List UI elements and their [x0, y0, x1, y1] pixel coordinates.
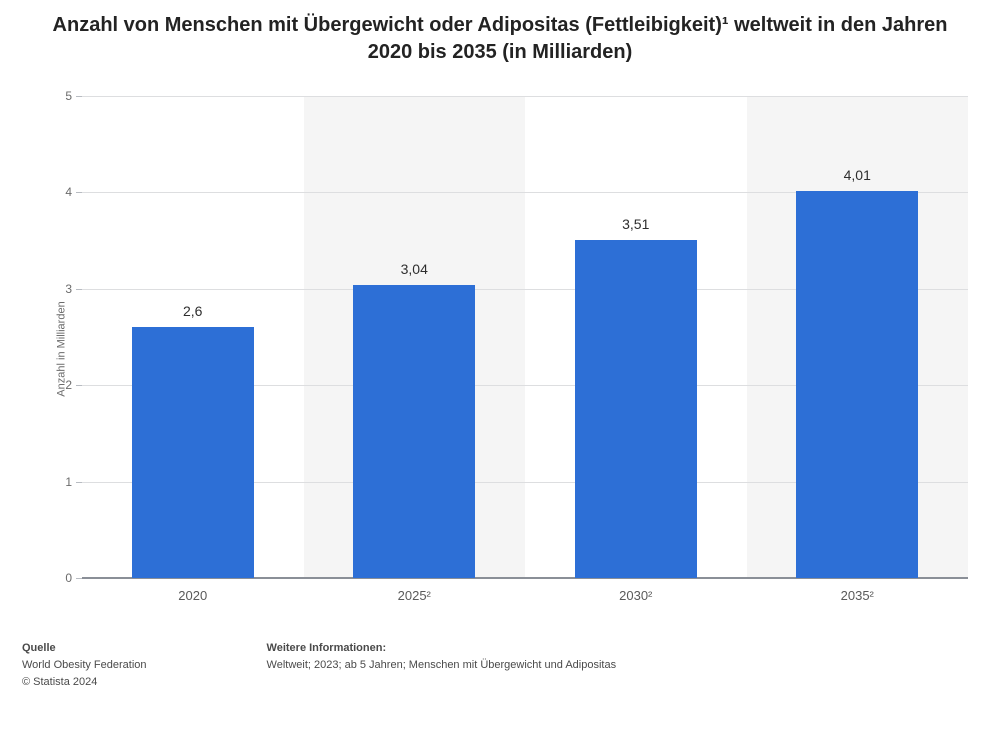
y-tick-mark: [76, 192, 82, 193]
y-tick-mark: [76, 96, 82, 97]
source-text: World Obesity Federation: [22, 657, 147, 674]
source-block: Quelle World Obesity Federation © Statis…: [22, 642, 147, 690]
info-block: Weitere Informationen: Weltweit; 2023; a…: [267, 642, 617, 690]
x-tick-label: 2035²: [841, 588, 874, 603]
info-text: Weltweit; 2023; ab 5 Jahren; Menschen mi…: [267, 657, 617, 674]
bar: 2,6: [132, 327, 254, 578]
y-tick-label: 0: [65, 571, 72, 585]
y-tick-label: 1: [65, 475, 72, 489]
source-heading: Quelle: [22, 642, 147, 654]
bar-value-label: 3,51: [575, 216, 697, 240]
bar-value-label: 4,01: [796, 167, 918, 191]
gridline: [82, 96, 968, 97]
y-tick-label: 5: [65, 89, 72, 103]
bar: 3,04: [353, 285, 475, 578]
y-tick-label: 4: [65, 185, 72, 199]
bar-value-label: 3,04: [353, 261, 475, 285]
chart-footer: Quelle World Obesity Federation © Statis…: [0, 614, 1000, 690]
bar: 3,51: [575, 240, 697, 578]
copyright-text: © Statista 2024: [22, 674, 147, 691]
y-tick-mark: [76, 385, 82, 386]
chart-container: Anzahl in Milliarden 0123452,620203,0420…: [20, 84, 980, 614]
plot-area: 0123452,620203,042025²3,512030²4,012035²: [82, 96, 968, 578]
bar-value-label: 2,6: [132, 303, 254, 327]
info-heading: Weitere Informationen:: [267, 642, 617, 654]
bar: 4,01: [796, 191, 918, 578]
x-tick-label: 2020: [178, 588, 207, 603]
x-tick-label: 2030²: [619, 588, 652, 603]
y-tick-mark: [76, 482, 82, 483]
chart-title: Anzahl von Menschen mit Übergewicht oder…: [0, 0, 1000, 66]
y-tick-label: 3: [65, 282, 72, 296]
y-tick-mark: [76, 289, 82, 290]
x-tick-label: 2025²: [398, 588, 431, 603]
y-tick-label: 2: [65, 378, 72, 392]
